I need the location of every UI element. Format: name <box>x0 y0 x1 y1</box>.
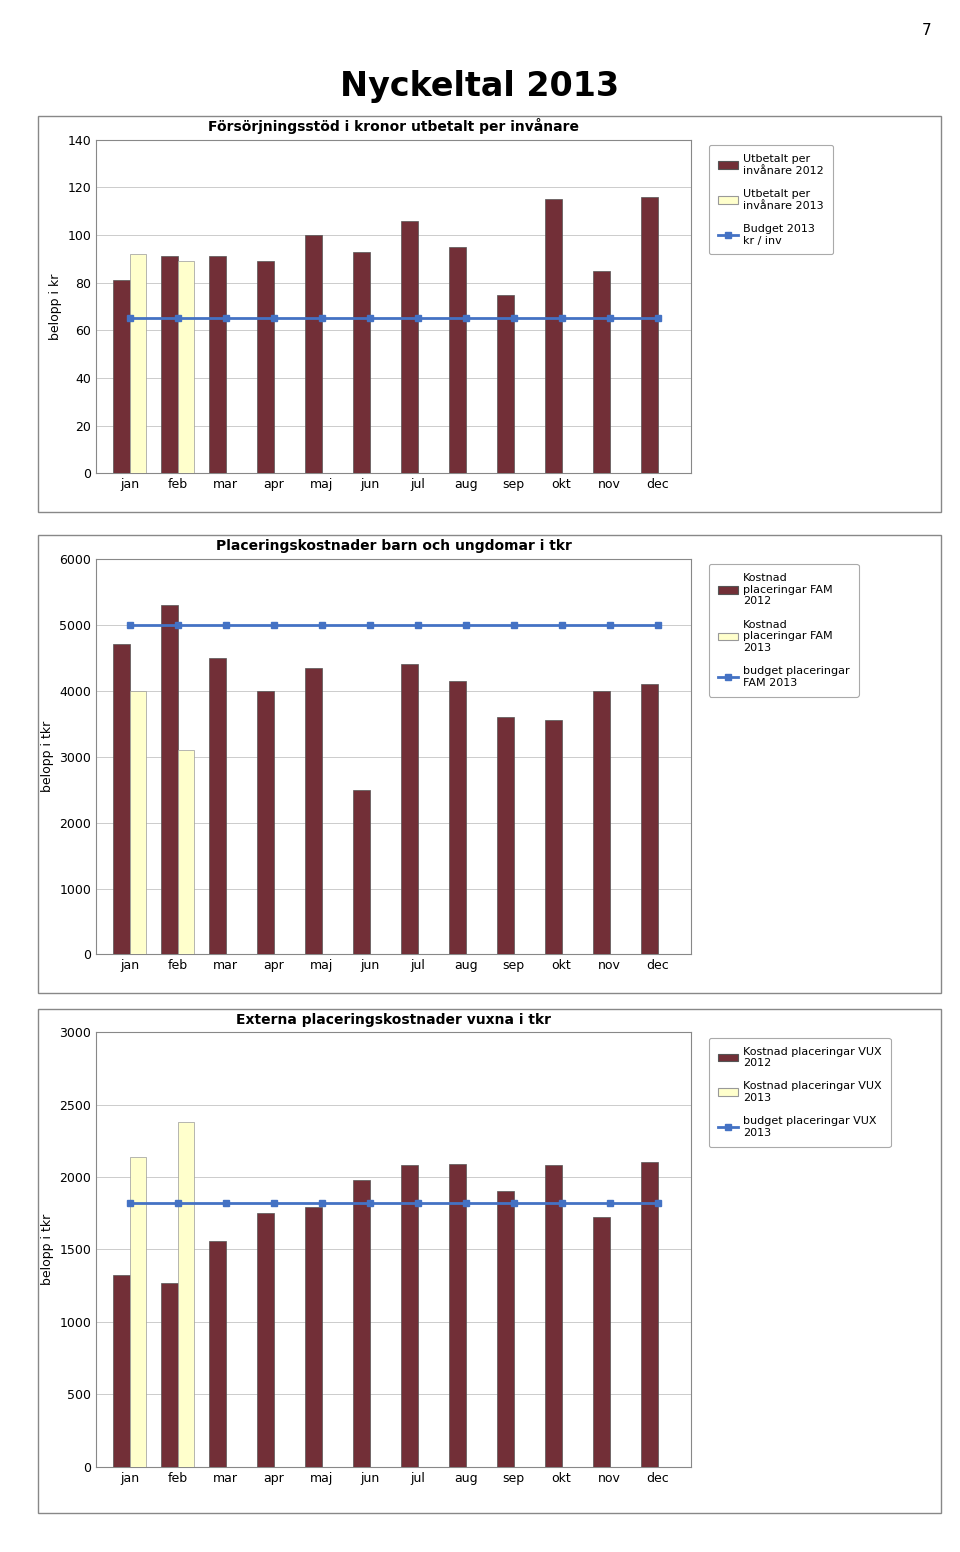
Bar <box>353 1180 370 1467</box>
Y-axis label: belopp i tkr: belopp i tkr <box>40 1214 54 1285</box>
Bar <box>497 717 514 954</box>
Y-axis label: belopp i tkr: belopp i tkr <box>40 722 54 792</box>
Bar <box>544 1166 562 1467</box>
Bar <box>113 1276 130 1467</box>
Bar <box>208 658 226 954</box>
Bar <box>257 1214 274 1467</box>
Bar <box>113 644 130 954</box>
Bar <box>257 261 274 473</box>
Bar <box>130 255 146 473</box>
Bar <box>130 691 146 954</box>
Bar <box>208 1240 226 1467</box>
Bar <box>544 199 562 473</box>
Bar <box>161 256 178 473</box>
Bar <box>130 1156 146 1467</box>
Bar <box>449 681 466 954</box>
Bar <box>161 605 178 954</box>
Bar <box>401 664 418 954</box>
Title: Placeringskostnader barn och ungdomar i tkr: Placeringskostnader barn och ungdomar i … <box>216 540 571 554</box>
Title: Försörjningsstöd i kronor utbetalt per invånare: Försörjningsstöd i kronor utbetalt per i… <box>208 118 579 135</box>
Bar <box>401 1166 418 1467</box>
Y-axis label: belopp i kr: belopp i kr <box>49 273 61 340</box>
Bar <box>641 197 658 473</box>
Bar <box>305 667 322 954</box>
Bar <box>401 220 418 473</box>
Bar <box>305 234 322 473</box>
Bar <box>592 1217 610 1467</box>
Bar <box>449 1164 466 1467</box>
Bar <box>641 1162 658 1467</box>
Bar <box>178 261 194 473</box>
Legend: Utbetalt per
invånare 2012, Utbetalt per
invånare 2013, Budget 2013
kr / inv: Utbetalt per invånare 2012, Utbetalt per… <box>708 146 832 255</box>
Title: Externa placeringskostnader vuxna i tkr: Externa placeringskostnader vuxna i tkr <box>236 1013 551 1027</box>
Bar <box>353 790 370 954</box>
Legend: Kostnad placeringar VUX
2012, Kostnad placeringar VUX
2013, budget placeringar V: Kostnad placeringar VUX 2012, Kostnad pl… <box>708 1038 891 1147</box>
Bar <box>257 691 274 954</box>
Bar <box>592 691 610 954</box>
Text: Nyckeltal 2013: Nyckeltal 2013 <box>341 70 619 102</box>
Bar <box>178 750 194 954</box>
Bar <box>592 270 610 473</box>
Bar <box>641 684 658 954</box>
Bar <box>178 1122 194 1467</box>
Bar <box>208 256 226 473</box>
Bar <box>544 720 562 954</box>
Bar <box>353 251 370 473</box>
Bar <box>497 295 514 473</box>
Bar <box>161 1282 178 1467</box>
Text: 7: 7 <box>922 23 931 39</box>
Bar <box>497 1192 514 1467</box>
Legend: Kostnad
placeringar FAM
2012, Kostnad
placeringar FAM
2013, budget placeringar
F: Kostnad placeringar FAM 2012, Kostnad pl… <box>708 565 858 697</box>
Bar <box>305 1207 322 1467</box>
Bar <box>449 247 466 473</box>
Bar <box>113 281 130 473</box>
